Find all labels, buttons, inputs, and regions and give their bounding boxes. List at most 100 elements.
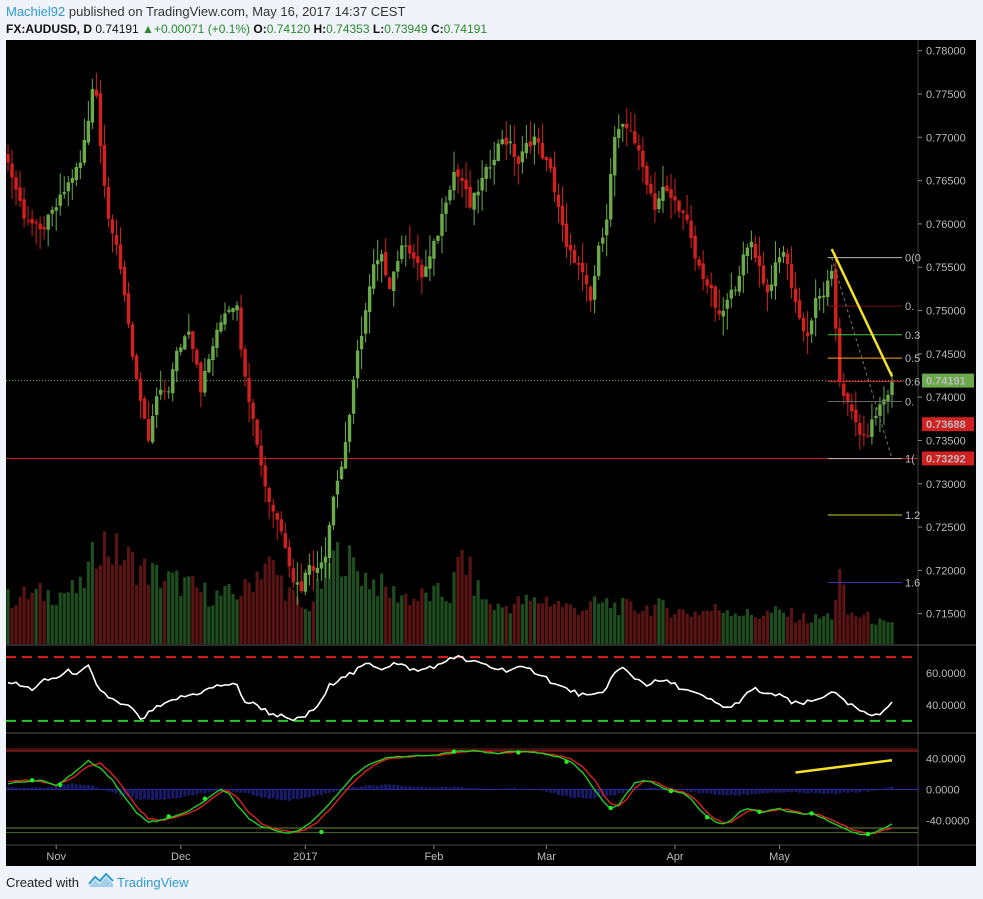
macd-histogram-bar [34, 787, 38, 790]
candle-body [396, 260, 400, 272]
volume-bar [118, 565, 123, 644]
chart-area[interactable]: 0.78000 0.77500 0.77000 0.76500 0.76000 0.755… [6, 40, 976, 866]
volume-bar [846, 614, 850, 644]
candle-body [74, 167, 79, 180]
candle-body [633, 131, 637, 144]
candle-body [673, 196, 677, 201]
candle-body [874, 415, 878, 419]
candle-body [492, 159, 496, 166]
macd-histogram-bar [854, 789, 858, 793]
volume-bar [444, 601, 448, 644]
candle-body [94, 89, 99, 96]
volume-bar [468, 556, 472, 644]
volume-bar [504, 606, 508, 644]
volume-bar [351, 557, 356, 644]
volume-bar [126, 546, 131, 644]
volume-bar [364, 572, 368, 644]
macd-histogram-bar [159, 789, 163, 800]
low-value: 0.73949 [384, 22, 428, 36]
macd-histogram-bar [58, 785, 62, 790]
candle-body [588, 286, 593, 301]
volume-bar [601, 602, 605, 644]
macd-histogram-bar [460, 787, 464, 790]
candle-body [408, 245, 412, 254]
macd-histogram-bar [882, 788, 886, 790]
fib-trend-line [831, 257, 893, 459]
rsi-tick-label: 60.0000 [926, 668, 966, 680]
volume-bar [307, 611, 311, 644]
volume-bar [420, 588, 424, 644]
tradingview-link[interactable]: TradingView [117, 875, 189, 890]
macd-histogram-bar [243, 789, 247, 793]
candle-body [379, 254, 384, 262]
volume-bar [641, 611, 645, 644]
stoch-crossover-dot [29, 778, 35, 783]
macd-histogram-bar [195, 789, 199, 795]
candle-body [813, 298, 818, 319]
stoch-tick-label: 0.0000 [926, 785, 960, 797]
candle-body [781, 251, 786, 257]
candle-body [572, 249, 577, 263]
macd-histogram-bar [613, 789, 617, 796]
fib-level-label: 1.2 [905, 510, 920, 522]
macd-histogram-bar [98, 788, 102, 790]
macd-histogram-bar [10, 787, 14, 790]
volume-bar [355, 571, 360, 644]
volume-bar [802, 613, 806, 644]
candle-body [773, 262, 778, 287]
volume-bar [472, 595, 476, 644]
macd-histogram-bar [94, 787, 98, 790]
macd-histogram-bar [219, 789, 223, 792]
stoch-crossover-dot [704, 815, 710, 820]
candle-body [207, 359, 211, 373]
candle-body [809, 320, 814, 335]
macd-histogram-bar [765, 789, 769, 794]
symbol-label[interactable]: FX:AUDUSD, D [6, 22, 92, 36]
fib-level-label: 0.5 [905, 353, 920, 365]
tradingview-logo-icon[interactable] [88, 872, 114, 888]
macd-histogram-bar [745, 789, 749, 795]
candle-body [592, 276, 597, 300]
volume-bar [528, 600, 532, 644]
macd-histogram-bar [183, 789, 187, 797]
volume-bar [432, 585, 436, 644]
volume-bar [50, 604, 54, 644]
volume-bar [315, 579, 319, 644]
volume-bar [789, 607, 794, 644]
open-label: O: [253, 22, 267, 36]
volume-bar [830, 619, 834, 644]
candle-body [858, 422, 862, 435]
candle-body [375, 260, 380, 265]
candle-body [472, 192, 476, 210]
volume-bar [14, 605, 18, 644]
candle-body [757, 255, 762, 267]
volume-bar [806, 623, 810, 644]
volume-bar [90, 541, 94, 644]
author-link[interactable]: Machiel92 [6, 4, 66, 19]
macd-histogram-bar [303, 789, 307, 798]
last-price: 0.74191 [95, 22, 139, 36]
volume-bar [287, 587, 291, 644]
candle-body [536, 138, 541, 143]
volume-bar [211, 605, 215, 644]
macd-histogram-bar [283, 789, 287, 801]
volume-bar [713, 604, 717, 644]
candle-body [142, 398, 147, 419]
volume-bar [74, 593, 78, 644]
candle-body [777, 257, 782, 263]
volume-bar [151, 563, 155, 644]
volume-bar [275, 574, 279, 644]
macd-histogram-bar [155, 789, 159, 800]
macd-histogram-bar [589, 789, 593, 799]
volume-bar [396, 602, 400, 644]
volume-bar [279, 575, 283, 644]
volume-bar [187, 576, 191, 644]
candle-body [195, 349, 199, 365]
volume-bar [167, 571, 171, 644]
macd-histogram-bar [235, 789, 239, 793]
macd-histogram-bar [565, 789, 569, 796]
candle-body [793, 288, 798, 303]
candle-body [295, 582, 300, 585]
chart-canvas[interactable]: 0.78000 0.77500 0.77000 0.76500 0.76000 0.755… [6, 40, 976, 866]
candle-body [255, 419, 259, 445]
